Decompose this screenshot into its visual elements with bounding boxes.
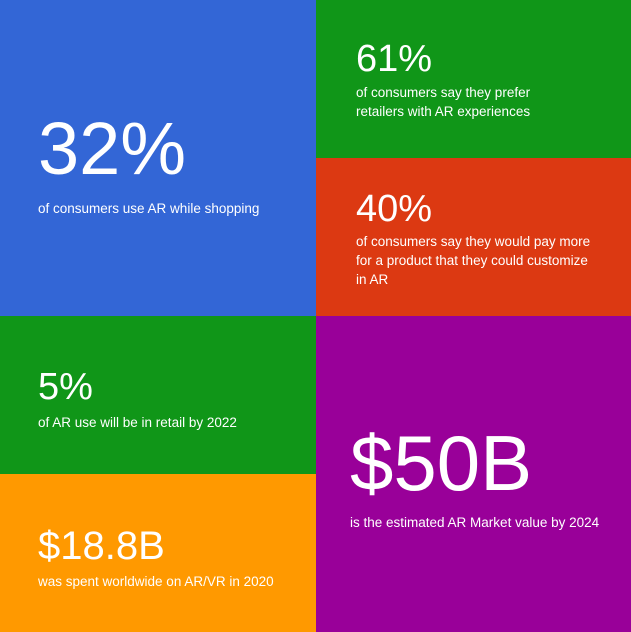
tile: $50B is the estimated AR Market value by… (316, 316, 631, 632)
tile: $18.8B was spent worldwide on AR/VR in 2… (0, 474, 316, 632)
tile: 61% of consumers say they prefer retaile… (316, 0, 631, 158)
tile: 5% of AR use will be in retail by 2022 (0, 316, 316, 474)
tile: 32% of consumers use AR while shopping (0, 0, 316, 316)
stat: $18.8B (38, 524, 165, 568)
stat: $50B (350, 419, 533, 507)
stat-text: of AR use will be in retail by 2022 (38, 415, 237, 430)
stat: 40% (356, 188, 433, 230)
stat: 5% (38, 366, 93, 408)
tile: 40% of consumers say they would pay more… (316, 158, 631, 316)
stat-text: is the estimated AR Market value by 2024 (350, 515, 600, 530)
stat-text: was spent worldwide on AR/VR in 2020 (38, 574, 274, 589)
stat: 32% (38, 107, 187, 190)
stat-text: of consumers say they prefer retailers w… (356, 85, 531, 119)
stat-text: of consumers say they would pay more for… (356, 234, 591, 287)
stat-text: of consumers use AR while shopping (38, 201, 260, 216)
stat: 61% (356, 38, 433, 80)
